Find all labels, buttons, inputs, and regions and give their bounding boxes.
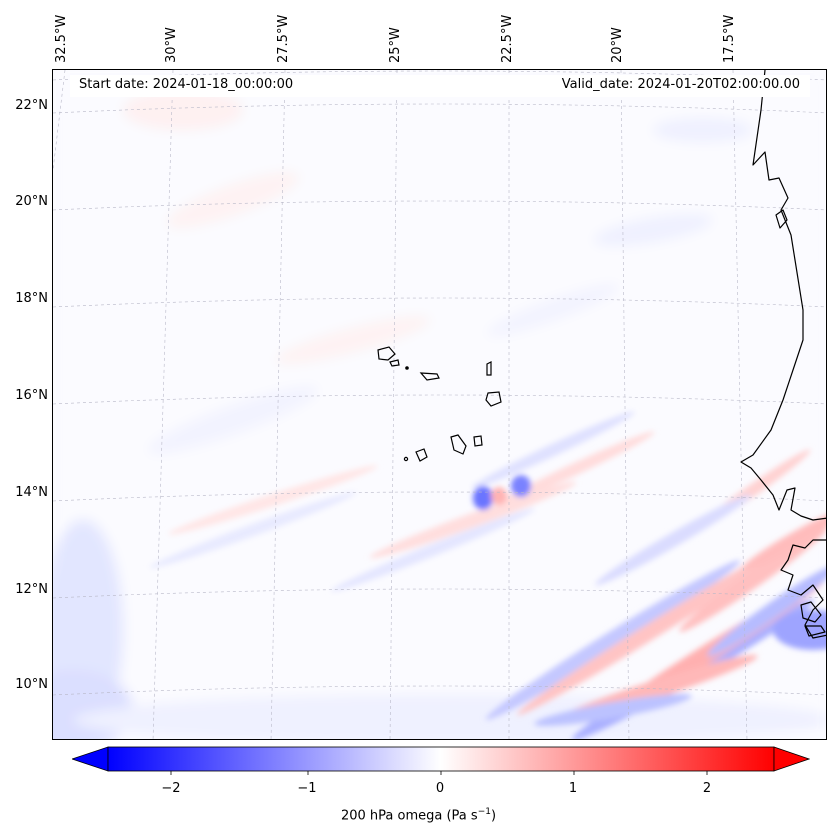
island-santiago <box>450 434 467 455</box>
island-brava <box>403 456 409 462</box>
colorbar-tick-label: 0 <box>435 781 445 796</box>
island-sao-nicolau <box>419 372 440 381</box>
island-1 <box>775 209 788 229</box>
colorbar-tick-label: −1 <box>297 781 317 796</box>
valid-date-label: Valid_date: 2024-01-20T02:00:00.00 <box>561 77 800 92</box>
island-maio <box>473 435 483 447</box>
graticule <box>53 70 826 739</box>
colorbar-extend-high <box>773 746 810 772</box>
island-sal <box>486 361 492 376</box>
lon-tick-label: 32.5°W <box>54 14 69 63</box>
colorbar-variable: 200 hPa omega <box>340 808 443 824</box>
colorbar-title: 200 hPa omega (Pa s−1) <box>340 807 497 824</box>
lon-tick-label: 25°W <box>388 27 403 63</box>
start-date-label: Start date: 2024-01-18_00:00:00 <box>79 77 294 92</box>
lon-tick-label: 30°W <box>164 27 179 63</box>
lat-tick-label: 14°N <box>15 485 48 500</box>
lon-tick-label: 20°W <box>610 27 625 63</box>
island-santo-antao <box>377 346 396 361</box>
date-banner <box>70 75 810 97</box>
cape-verde-islands <box>377 346 502 462</box>
colorbar-tick-label: 1 <box>568 781 578 796</box>
colorbar-tick-label: 2 <box>702 781 712 796</box>
lat-tick-label: 20°N <box>15 194 48 209</box>
lon-tick-label: 27.5°W <box>276 14 291 63</box>
lat-tick-label: 12°N <box>15 582 48 597</box>
island-santa-luzia <box>405 366 409 370</box>
omega-field-background <box>53 70 826 739</box>
island-fogo <box>415 448 428 462</box>
colorbar <box>72 746 810 775</box>
lat-tick-label: 16°N <box>15 388 48 403</box>
colorbar-tick-label: −2 <box>161 781 181 796</box>
island-boa-vista <box>485 391 502 407</box>
colorbar-units-exponent: −1 <box>477 807 491 817</box>
island-3 <box>804 625 826 637</box>
lon-tick-label: 22.5°W <box>500 14 515 63</box>
map-panel[interactable] <box>52 69 827 740</box>
omega-field-map <box>53 70 826 739</box>
island-2 <box>800 601 822 623</box>
lon-tick-label: 17.5°W <box>722 14 737 63</box>
lat-tick-label: 18°N <box>15 291 48 306</box>
lat-tick-label: 22°N <box>15 98 48 113</box>
colorbar-units: Pa s <box>451 808 478 824</box>
omega-streaks <box>149 411 826 739</box>
colorbar-gradient <box>107 746 775 772</box>
coastline <box>740 70 826 639</box>
lat-tick-label: 10°N <box>15 677 48 692</box>
colorbar-extend-low <box>72 746 109 772</box>
island-sao-vicente <box>389 359 400 367</box>
